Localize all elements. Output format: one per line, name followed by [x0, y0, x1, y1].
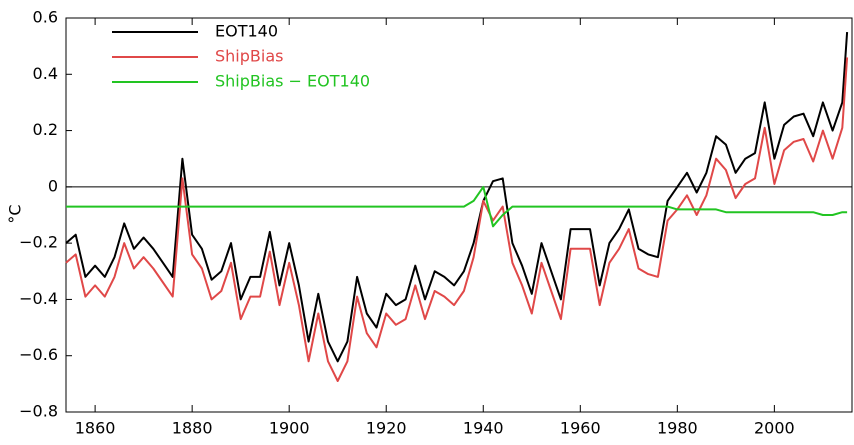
x-tick-label: 1880	[172, 419, 213, 438]
x-tick-label: 1960	[560, 419, 601, 438]
y-tick-label: −0.8	[19, 402, 58, 421]
x-tick-label: 1860	[75, 419, 116, 438]
y-tick-label: 0.2	[33, 120, 58, 139]
x-tick-label: 1980	[657, 419, 698, 438]
y-tick-label: 0.4	[33, 64, 58, 83]
y-tick-label: −0.6	[19, 345, 58, 364]
legend-label: EOT140	[215, 22, 278, 41]
legend-label: ShipBias	[215, 47, 283, 66]
series-line	[66, 185, 848, 228]
x-tick-label: 1920	[366, 419, 407, 438]
x-tick-label: 2000	[754, 419, 795, 438]
y-tick-label: −0.2	[19, 233, 58, 252]
y-axis-label: °C	[6, 204, 25, 223]
x-tick-label: 1900	[269, 419, 310, 438]
series-line	[65, 32, 849, 363]
y-tick-label: 0.6	[33, 8, 58, 27]
y-tick-label: −0.4	[19, 289, 58, 308]
legend-label: ShipBias − EOT140	[215, 72, 370, 91]
x-tick-label: 1940	[463, 419, 504, 438]
y-tick-label: 0	[48, 176, 58, 195]
plot-frame	[65, 17, 853, 413]
series-line	[65, 57, 849, 382]
